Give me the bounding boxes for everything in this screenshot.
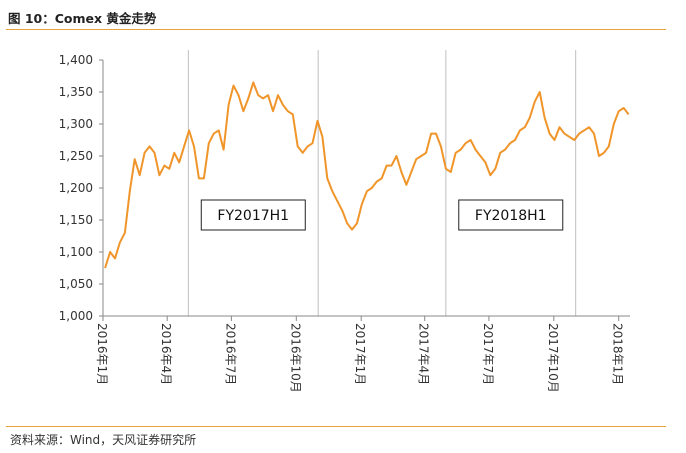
annotations: FY2017H1 FY2018H1 bbox=[200, 199, 564, 231]
annotation-label: FY2017H1 bbox=[217, 208, 289, 224]
x-tick-label: 2017年7月 bbox=[481, 323, 495, 385]
x-tick-label: 2016年7月 bbox=[223, 323, 237, 385]
y-tick-label: 1,150 bbox=[59, 213, 93, 227]
y-tick-label: 1,300 bbox=[59, 117, 93, 131]
x-tick-label: 2016年1月 bbox=[95, 323, 109, 385]
x-axis: 2016年1月 2016年4月 2016年7月 2016年10月 2017年1月 2017… bbox=[95, 315, 630, 393]
gold-price-line bbox=[104, 81, 630, 269]
source-note: 资料来源：Wind，天风证券研究所 bbox=[10, 433, 197, 447]
x-tick-label: 2016年10月 bbox=[288, 323, 302, 393]
y-axis: 1,000 1,050 1,100 1,150 1,200 1,250 1,300 1,350… bbox=[59, 53, 104, 323]
x-tick-label: 2018年1月 bbox=[611, 323, 625, 385]
y-tick-label: 1,400 bbox=[59, 53, 93, 67]
y-tick-label: 1,250 bbox=[59, 149, 93, 163]
x-tick-label: 2017年1月 bbox=[353, 323, 367, 385]
figure-title: 图 10：Comex 黄金走势 bbox=[8, 11, 157, 26]
x-tick-label: 2017年4月 bbox=[417, 323, 431, 385]
period-dividers bbox=[187, 50, 577, 316]
annotation-box bbox=[200, 199, 306, 231]
y-tick-label: 1,350 bbox=[59, 85, 93, 99]
annotation-box bbox=[458, 199, 564, 231]
x-tick-label: 2016年4月 bbox=[159, 323, 173, 385]
y-tick-label: 1,100 bbox=[59, 245, 93, 259]
title-rule bbox=[6, 29, 666, 30]
y-tick-label: 1,050 bbox=[59, 277, 93, 291]
x-tick-label: 2017年10月 bbox=[546, 323, 560, 393]
source-rule bbox=[6, 426, 666, 427]
y-tick-label: 1,200 bbox=[59, 181, 93, 195]
y-tick-label: 1,000 bbox=[59, 309, 93, 323]
annotation-label: FY2018H1 bbox=[475, 208, 547, 224]
